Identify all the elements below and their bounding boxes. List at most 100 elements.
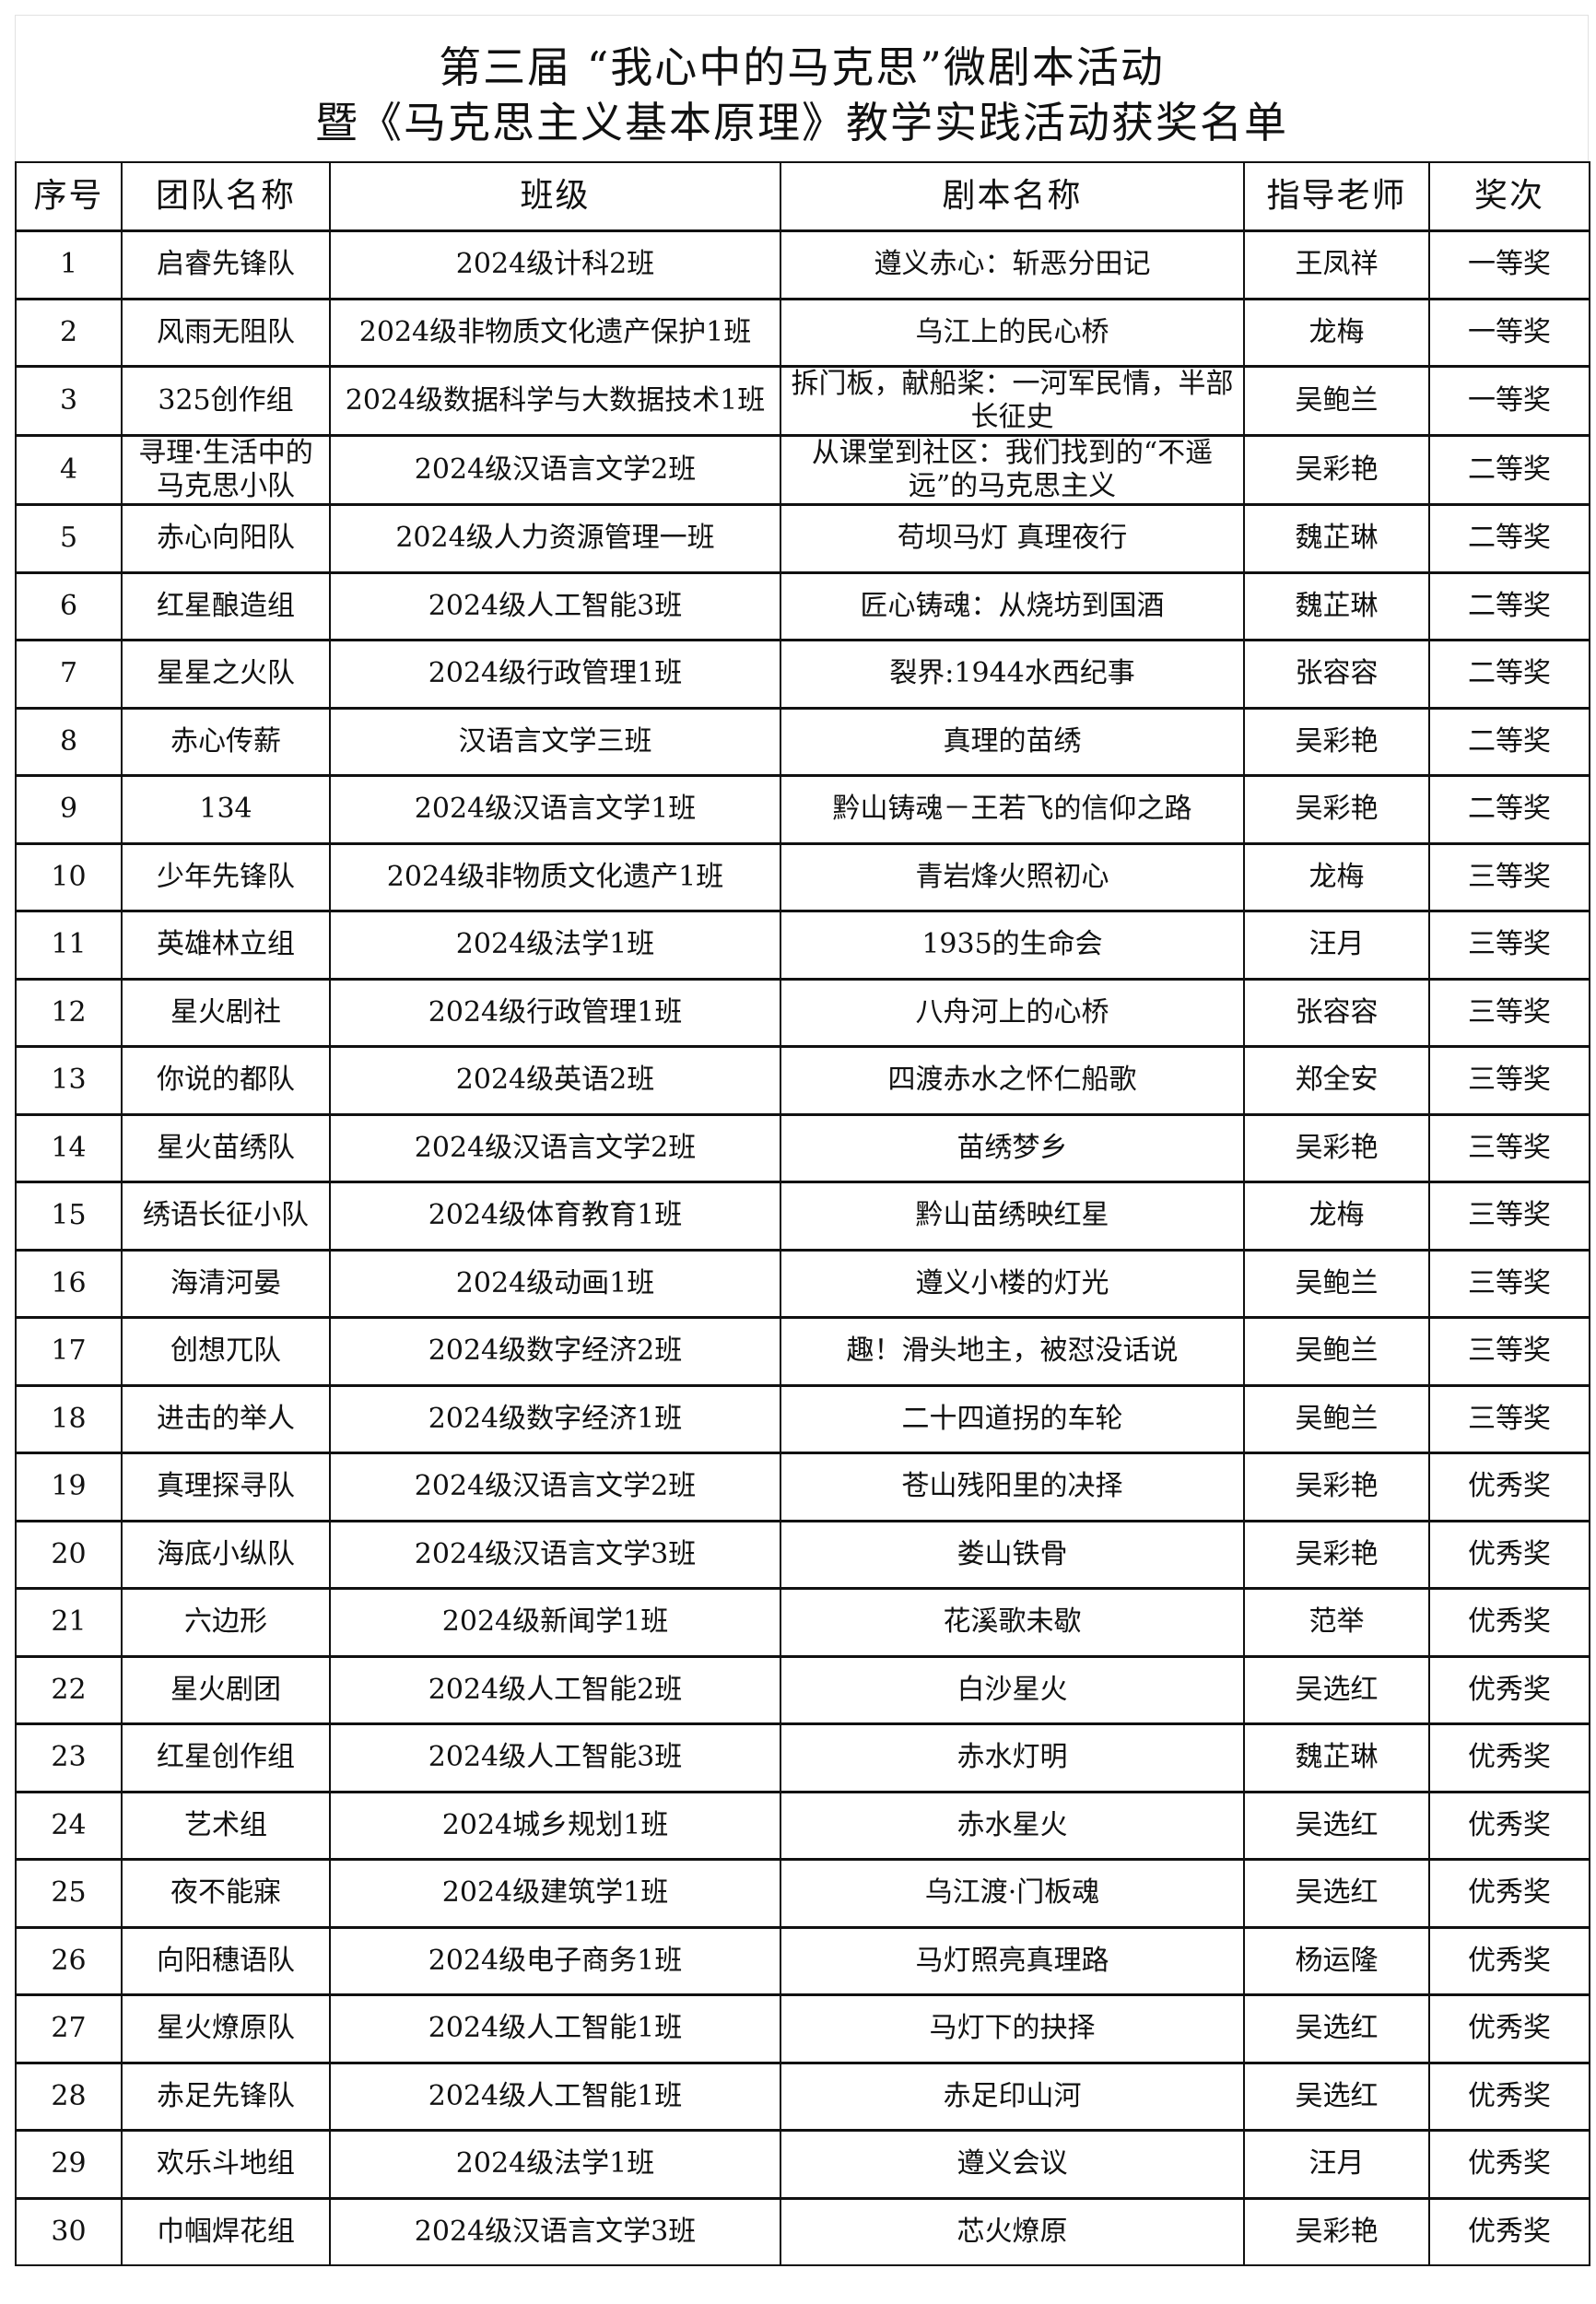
cell-script: 趣！滑头地主，被怼没话说 — [780, 1316, 1245, 1386]
cell-advisor: 吴鲍兰 — [1243, 365, 1430, 437]
header-index: 序号 — [15, 161, 123, 232]
cell-class: 2024级非物质文化遗产保护1班 — [329, 297, 781, 368]
cell-award: 二等奖 — [1428, 570, 1590, 641]
cell-team: 巾帼焊花组 — [121, 2196, 331, 2266]
cell-class: 2024级数字经济2班 — [329, 1316, 781, 1386]
cell-team: 绣语长征小队 — [121, 1181, 331, 1251]
cell-award: 二等奖 — [1428, 706, 1590, 777]
table-row: 1 启睿先锋队 2024级计科2班 遵义赤心：斩恶分田记 王凤祥 一等奖 — [15, 229, 1590, 300]
cell-script: 八舟河上的心桥 — [780, 977, 1245, 1048]
cell-team: 星火剧社 — [121, 977, 331, 1048]
header-class: 班级 — [329, 161, 781, 232]
cell-class: 2024级电子商务1班 — [329, 1925, 781, 1996]
table-row: 11 英雄林立组 2024级法学1班 1935的生命会 汪月 三等奖 — [15, 910, 1590, 980]
cell-advisor: 魏芷琳 — [1243, 503, 1430, 573]
cell-index: 16 — [15, 1248, 123, 1319]
cell-team: 325创作组 — [121, 365, 331, 437]
cell-index: 24 — [15, 1790, 123, 1861]
cell-advisor: 汪月 — [1243, 910, 1430, 980]
cell-advisor: 张容容 — [1243, 977, 1430, 1048]
table-row: 19 真理探寻队 2024级汉语言文学2班 苍山残阳里的决择 吴彩艳 优秀奖 — [15, 1452, 1590, 1522]
cell-index: 25 — [15, 1858, 123, 1928]
cell-script: 从课堂到社区：我们找到的“不遥远”的马克思主义 — [780, 434, 1245, 506]
cell-award: 优秀奖 — [1428, 2129, 1590, 2199]
cell-script: 拆门板，献船桨：一河军民情，半部长征史 — [780, 365, 1245, 437]
cell-class: 汉语言文学三班 — [329, 706, 781, 777]
cell-team: 向阳穗语队 — [121, 1925, 331, 1996]
cell-script: 裂界:1944水西纪事 — [780, 639, 1245, 709]
cell-class: 2024级人工智能3班 — [329, 570, 781, 641]
table-row: 5 赤心向阳队 2024级人力资源管理一班 苟坝马灯 真理夜行 魏芷琳 二等奖 — [15, 503, 1590, 573]
cell-index: 3 — [15, 365, 123, 437]
cell-index: 4 — [15, 434, 123, 506]
award-table: 序号 团队名称 班级 剧本名称 指导老师 奖次 1 启睿先锋队 2024级计科2班遵… — [15, 161, 1590, 2266]
header-team: 团队名称 — [121, 161, 331, 232]
table-row: 12 星火剧社 2024级行政管理1班 八舟河上的心桥 张容容 三等奖 — [15, 977, 1590, 1048]
cell-index: 11 — [15, 910, 123, 980]
cell-award: 三等奖 — [1428, 1112, 1590, 1183]
cell-award: 三等奖 — [1428, 1045, 1590, 1115]
cell-script: 四渡赤水之怀仁船歌 — [780, 1045, 1245, 1115]
cell-class: 2024级动画1班 — [329, 1248, 781, 1319]
cell-class: 2024城乡规划1班 — [329, 1790, 781, 1861]
cell-script: 赤水星火 — [780, 1790, 1245, 1861]
cell-advisor: 吴选红 — [1243, 1858, 1430, 1928]
cell-index: 5 — [15, 503, 123, 573]
cell-advisor: 郑全安 — [1243, 1045, 1430, 1115]
cell-team: 真理探寻队 — [121, 1452, 331, 1522]
cell-advisor: 吴彩艳 — [1243, 1112, 1430, 1183]
cell-index: 8 — [15, 706, 123, 777]
cell-advisor: 吴彩艳 — [1243, 1452, 1430, 1522]
cell-script: 二十四道拐的车轮 — [780, 1383, 1245, 1454]
cell-script: 乌江渡·门板魂 — [780, 1858, 1245, 1928]
cell-award: 优秀奖 — [1428, 1654, 1590, 1725]
cell-script: 黔山苗绣映红星 — [780, 1181, 1245, 1251]
title-line-2: 暨《马克思主义基本原理》教学实践活动获奖名单 — [315, 98, 1288, 147]
table-row: 15 绣语长征小队 2024级体育教育1班 黔山苗绣映红星 龙梅 三等奖 — [15, 1181, 1590, 1251]
cell-award: 优秀奖 — [1428, 1519, 1590, 1590]
cell-team: 赤心向阳队 — [121, 503, 331, 573]
cell-class: 2024级数字经济1班 — [329, 1383, 781, 1454]
cell-index: 30 — [15, 2196, 123, 2266]
cell-award: 二等奖 — [1428, 503, 1590, 573]
cell-team: 夜不能寐 — [121, 1858, 331, 1928]
cell-team: 进击的举人 — [121, 1383, 331, 1454]
cell-index: 6 — [15, 570, 123, 641]
cell-team: 你说的都队 — [121, 1045, 331, 1115]
cell-class: 2024级建筑学1班 — [329, 1858, 781, 1928]
cell-script: 遵义赤心：斩恶分田记 — [780, 229, 1245, 300]
cell-team: 寻理·生活中的马克思小队 — [121, 434, 331, 506]
cell-team: 风雨无阻队 — [121, 297, 331, 368]
table-row: 20 海底小纵队 2024级汉语言文学3班 娄山铁骨 吴彩艳 优秀奖 — [15, 1519, 1590, 1590]
cell-class: 2024级人力资源管理一班 — [329, 503, 781, 573]
cell-class: 2024级汉语言文学2班 — [329, 1452, 781, 1522]
cell-team: 星火苗绣队 — [121, 1112, 331, 1183]
cell-script: 赤足印山河 — [780, 2061, 1245, 2132]
cell-class: 2024级数据科学与大数据技术1班 — [329, 365, 781, 437]
cell-team: 134 — [121, 774, 331, 844]
cell-class: 2024级行政管理1班 — [329, 639, 781, 709]
cell-class: 2024级汉语言文学1班 — [329, 774, 781, 844]
table-row: 22 星火剧团 2024级人工智能2班 白沙星火 吴选红 优秀奖 — [15, 1654, 1590, 1725]
cell-index: 27 — [15, 1993, 123, 2063]
cell-award: 三等奖 — [1428, 1316, 1590, 1386]
cell-award: 优秀奖 — [1428, 1790, 1590, 1861]
cell-script: 马灯下的抉择 — [780, 1993, 1245, 2063]
table-row: 16 海清河晏 2024级动画1班 遵义小楼的灯光 吴鲍兰 三等奖 — [15, 1248, 1590, 1319]
table-row: 25 夜不能寐 2024级建筑学1班 乌江渡·门板魂 吴选红 优秀奖 — [15, 1858, 1590, 1928]
cell-class: 2024级汉语言文学2班 — [329, 1112, 781, 1183]
table-row: 9 134 2024级汉语言文学1班 黔山铸魂－王若飞的信仰之路 吴彩艳 二等奖 — [15, 774, 1590, 844]
cell-advisor: 吴选红 — [1243, 2061, 1430, 2132]
cell-award: 三等奖 — [1428, 1383, 1590, 1454]
cell-script: 真理的苗绣 — [780, 706, 1245, 777]
cell-index: 12 — [15, 977, 123, 1048]
cell-index: 17 — [15, 1316, 123, 1386]
header-script: 剧本名称 — [780, 161, 1245, 232]
cell-script: 马灯照亮真理路 — [780, 1925, 1245, 1996]
cell-class: 2024级汉语言文学3班 — [329, 1519, 781, 1590]
cell-class: 2024级体育教育1班 — [329, 1181, 781, 1251]
cell-award: 二等奖 — [1428, 639, 1590, 709]
cell-class: 2024级计科2班 — [329, 229, 781, 300]
cell-index: 10 — [15, 841, 123, 912]
cell-advisor: 龙梅 — [1243, 841, 1430, 912]
